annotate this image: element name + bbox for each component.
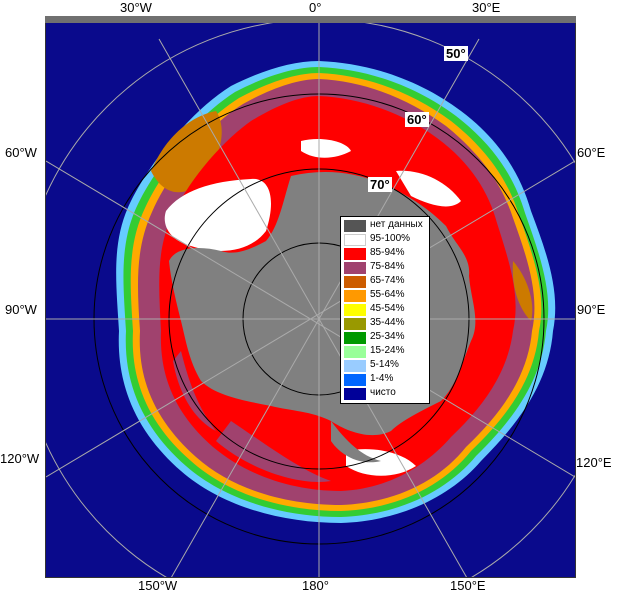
- legend-swatch: [344, 276, 366, 288]
- legend-item: 25-34%: [344, 331, 428, 344]
- legend-item: 35-44%: [344, 317, 428, 330]
- legend-label: 85-94%: [370, 247, 405, 258]
- legend-label: чисто: [370, 387, 396, 398]
- lon-label-150w: 150°W: [138, 578, 178, 593]
- lon-label-30e: 30°E: [472, 0, 501, 15]
- ice-65-74-east: [512, 261, 533, 321]
- legend-swatch: [344, 360, 366, 372]
- legend-item: 1-4%: [344, 373, 428, 386]
- lon-label-120w: 120°W: [0, 451, 40, 466]
- legend-item: 65-74%: [344, 275, 428, 288]
- legend-item: 15-24%: [344, 345, 428, 358]
- legend-swatch: [344, 248, 366, 260]
- lat-label-50: 50°: [444, 46, 468, 61]
- legend-label: 25-34%: [370, 331, 405, 342]
- legend-item: 55-64%: [344, 289, 428, 302]
- legend-swatch: [344, 304, 366, 316]
- legend-label: 15-24%: [370, 345, 405, 356]
- polar-map: [46, 17, 575, 577]
- lon-label-0: 0°: [309, 0, 322, 15]
- legend-item: 85-94%: [344, 247, 428, 260]
- legend-label: нет данных: [370, 219, 423, 230]
- ice-95-100-patch: [301, 139, 351, 158]
- lon-label-120e: 120°E: [576, 455, 612, 470]
- legend: нет данных 95-100% 85-94% 75-84% 65-74% 55-64…: [340, 216, 430, 404]
- legend-item: 45-54%: [344, 303, 428, 316]
- legend-item: 95-100%: [344, 233, 428, 246]
- legend-item: нет данных: [344, 219, 428, 232]
- map-frame: [45, 16, 576, 578]
- legend-label: 1-4%: [370, 373, 394, 384]
- legend-item: чисто: [344, 387, 428, 400]
- top-bar: [45, 16, 576, 23]
- lon-label-90w: 90°W: [5, 302, 37, 317]
- ice-95-100-east: [396, 170, 461, 207]
- legend-item: 5-14%: [344, 359, 428, 372]
- legend-label: 5-14%: [370, 359, 399, 370]
- meridian-60e-120w: [46, 160, 575, 478]
- legend-swatch: [344, 220, 366, 232]
- legend-label: 55-64%: [370, 289, 405, 300]
- legend-label: 75-84%: [370, 261, 405, 272]
- legend-swatch: [344, 234, 366, 246]
- legend-swatch: [344, 332, 366, 344]
- legend-label: 95-100%: [370, 233, 411, 244]
- ice-75-84-inner: [216, 421, 331, 482]
- lon-label-90e: 90°E: [577, 302, 606, 317]
- legend-label: 35-44%: [370, 317, 405, 328]
- lon-label-60e: 60°E: [577, 145, 606, 160]
- lon-label-60w: 60°W: [5, 145, 37, 160]
- ice-75-84-inner2: [173, 351, 216, 431]
- legend-label: 65-74%: [370, 275, 405, 286]
- lat-label-60: 60°: [405, 112, 429, 127]
- lon-label-30w: 30°W: [120, 0, 152, 15]
- lon-label-180: 180°: [302, 578, 329, 593]
- ice-95-100-weddell: [164, 178, 271, 251]
- legend-swatch: [344, 318, 366, 330]
- legend-swatch: [344, 374, 366, 386]
- legend-label: 45-54%: [370, 303, 405, 314]
- meridian-30e-150w: [170, 38, 480, 577]
- legend-item: 75-84%: [344, 261, 428, 274]
- ice-shelf-ross: [331, 421, 381, 463]
- legend-swatch: [344, 388, 366, 400]
- legend-swatch: [344, 290, 366, 302]
- lon-label-150e: 150°E: [450, 578, 486, 593]
- legend-swatch: [344, 346, 366, 358]
- legend-swatch: [344, 262, 366, 274]
- lat-label-70: 70°: [368, 177, 392, 192]
